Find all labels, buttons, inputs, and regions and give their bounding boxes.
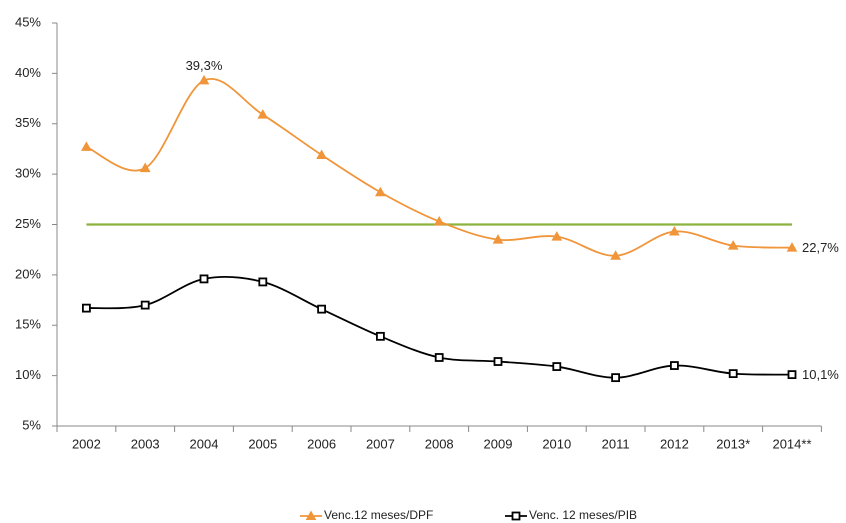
data-point [610, 250, 621, 260]
data-point [493, 357, 503, 366]
data-point [199, 274, 209, 284]
data-point [611, 373, 620, 383]
x-tick-label: 2014** [772, 436, 811, 451]
data-point [669, 226, 680, 236]
legend-marker [511, 511, 521, 521]
data-point [375, 331, 385, 341]
data-point [670, 361, 679, 370]
x-tick-label: 2010 [542, 436, 571, 451]
y-tick-label: 40% [15, 65, 41, 80]
data-point [375, 186, 386, 197]
data-point [727, 240, 739, 250]
legend-label: Venc.12 meses/DPF [324, 508, 433, 522]
data-point [434, 353, 444, 362]
data-point [140, 300, 150, 310]
data-point [81, 141, 92, 151]
x-tick-label: 2012 [660, 436, 689, 451]
x-tick-label: 2013* [716, 436, 750, 451]
data-point [552, 362, 562, 371]
data-point [786, 242, 798, 252]
y-tick-label: 20% [15, 266, 41, 281]
x-tick-label: 2004 [190, 436, 219, 451]
x-tick-label: 2007 [366, 436, 395, 451]
series-line [86, 77, 793, 257]
data-point [82, 303, 91, 313]
y-tick-label: 45% [15, 14, 41, 29]
y-tick-label: 35% [15, 115, 41, 130]
data-point [198, 74, 210, 85]
data-point [492, 234, 504, 244]
y-tick-label: 10% [15, 367, 41, 382]
x-tick-label: 2002 [72, 436, 101, 451]
y-tick-label: 5% [22, 417, 41, 432]
data-label: 10,1% [802, 367, 839, 382]
y-tick-label: 25% [15, 216, 41, 231]
series-line [86, 275, 793, 379]
data-point [787, 370, 797, 380]
x-tick-label: 2003 [131, 436, 160, 451]
data-point [139, 162, 151, 173]
y-tick-label: 30% [15, 166, 41, 181]
x-tick-label: 2011 [602, 436, 630, 451]
x-tick-label: 2006 [307, 436, 336, 451]
data-point [258, 277, 268, 287]
data-point [728, 369, 738, 379]
data-point [317, 304, 327, 314]
legend: Venc.12 meses/DPF Venc. 12 meses/PIB [300, 508, 637, 522]
x-tick-label: 2008 [425, 436, 454, 451]
data-label: 22,7% [802, 240, 839, 255]
x-tick-label: 2005 [248, 436, 277, 451]
data-point [316, 149, 327, 159]
data-point [257, 109, 269, 119]
legend-label: Venc. 12 meses/PIB [529, 508, 637, 522]
y-tick-label: 15% [15, 317, 41, 332]
legend-marker [305, 510, 317, 520]
data-label: 39,3% [186, 58, 223, 73]
x-tick-label: 2009 [484, 436, 513, 451]
data-point [433, 215, 445, 226]
data-point [551, 231, 563, 241]
